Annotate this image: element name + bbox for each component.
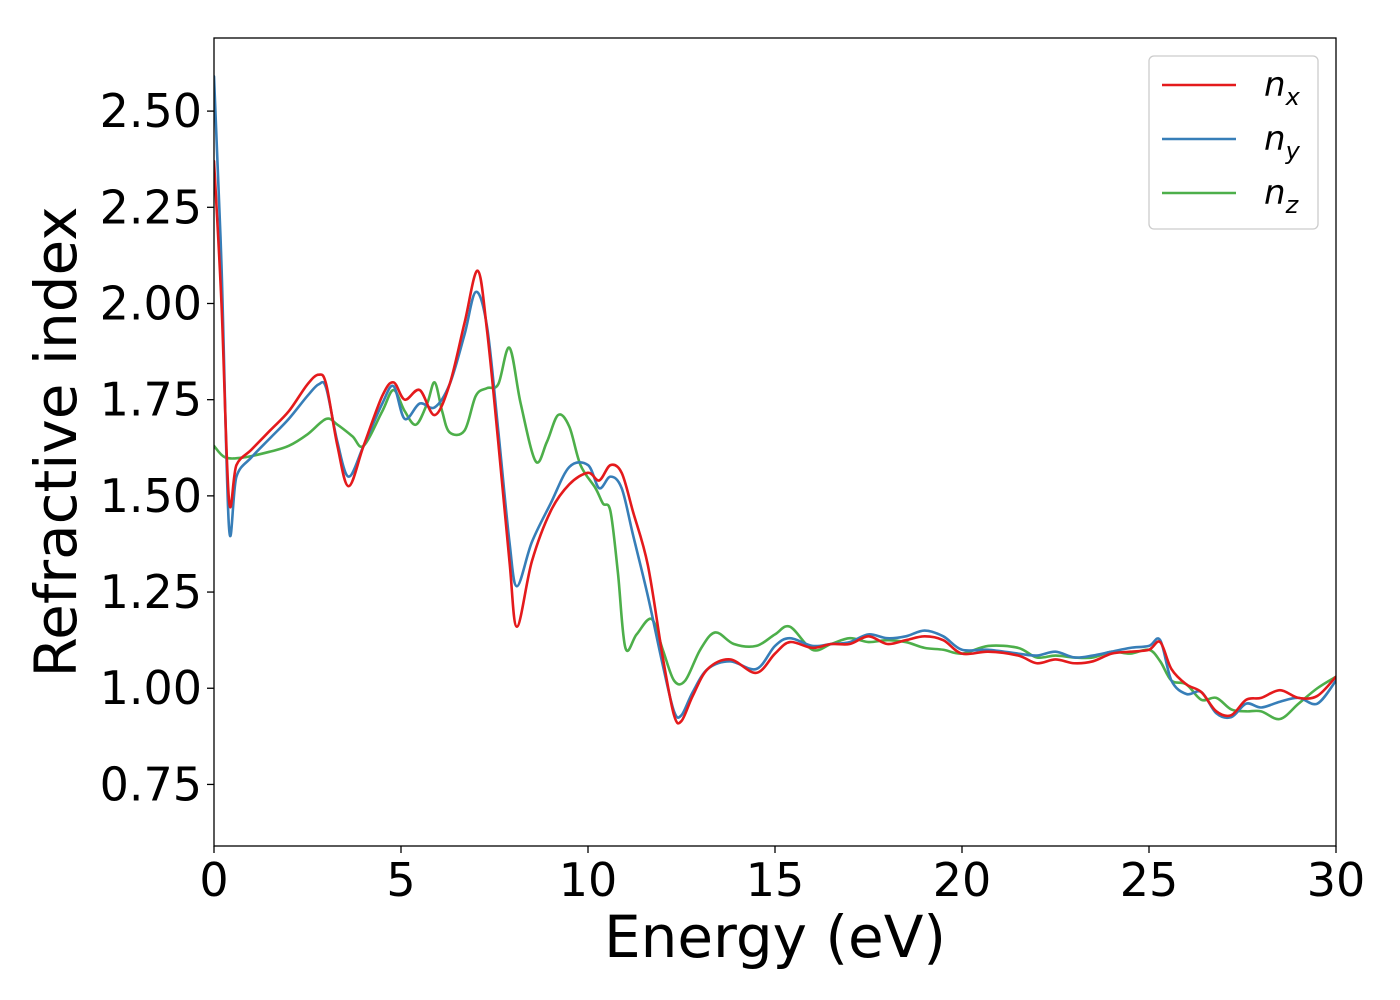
x-tick-label: 25 (1120, 853, 1179, 907)
y-tick-label: 2.00 (100, 276, 202, 330)
series-line-nx (214, 159, 1336, 725)
x-tick-label: 10 (559, 853, 618, 907)
x-axis-title: Energy (eV) (604, 903, 946, 971)
y-tick-label: 0.75 (100, 757, 202, 811)
y-tick-label: 1.50 (100, 469, 202, 523)
x-tick-label: 30 (1307, 853, 1366, 907)
y-tick-label: 2.25 (100, 180, 202, 234)
x-tick-label: 20 (933, 853, 992, 907)
y-tick-label: 1.00 (100, 661, 202, 715)
y-axis: 0.75 1.00 1.25 1.50 1.75 2.00 2.25 2.50 (100, 84, 214, 811)
x-axis: 0 5 10 15 20 25 30 (199, 846, 1365, 907)
y-tick-label: 1.75 (100, 373, 202, 427)
y-axis-title: Refractive index (22, 206, 90, 677)
y-tick-label: 2.50 (100, 84, 202, 138)
legend-box (1148, 55, 1319, 230)
series-layer (214, 75, 1336, 725)
x-tick-label: 0 (199, 853, 228, 907)
x-tick-label: 15 (746, 853, 805, 907)
x-tick-label: 5 (386, 853, 415, 907)
y-tick-label: 1.25 (100, 565, 202, 619)
